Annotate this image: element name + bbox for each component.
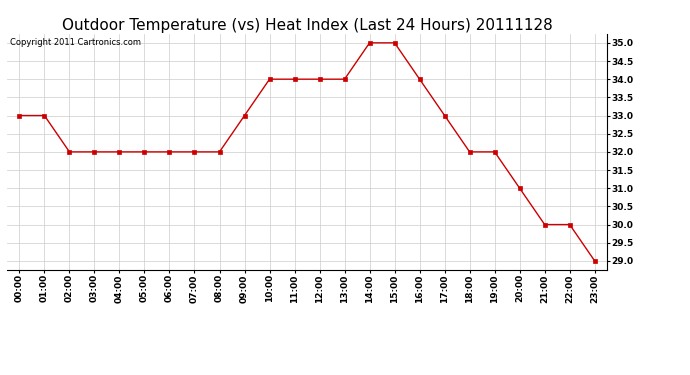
Text: Copyright 2011 Cartronics.com: Copyright 2011 Cartronics.com [10,39,141,48]
Title: Outdoor Temperature (vs) Heat Index (Last 24 Hours) 20111128: Outdoor Temperature (vs) Heat Index (Las… [61,18,553,33]
